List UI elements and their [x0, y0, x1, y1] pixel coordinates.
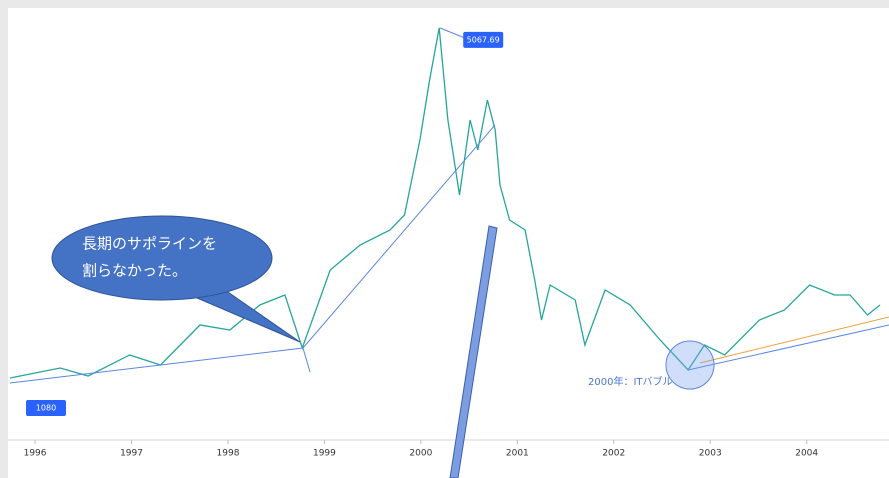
plot	[9, 27, 881, 379]
callout: 長期のサポラインを 割らなかった。	[51, 215, 301, 343]
x-tick-label: 2002	[602, 449, 625, 459]
support-line	[699, 316, 889, 364]
price-label-box	[463, 31, 504, 48]
callout-text: 長期のサポラインを	[82, 235, 217, 253]
price-label: 5067.69	[467, 35, 500, 44]
highlight-circle	[665, 340, 715, 390]
callout-bubble	[51, 215, 273, 301]
x-tick-label: 2000	[409, 449, 432, 459]
x-tick-label: 2001	[506, 449, 529, 459]
label-leader	[302, 347, 311, 373]
price-label: 1080	[36, 404, 56, 413]
arrow-bar	[449, 225, 498, 478]
annotation: 2000年：ITバブル	[588, 375, 673, 388]
x-tick-label: 2004	[795, 449, 818, 459]
price-label-box	[26, 400, 66, 417]
callout-text: 割らなかった。	[82, 262, 187, 280]
x-tick-label: 1996	[24, 449, 47, 459]
x-tick-label: 2003	[699, 449, 722, 459]
x-tick-label: 1998	[217, 449, 240, 459]
support-line	[687, 324, 889, 371]
price-line	[9, 27, 881, 379]
x-tick-label: 1997	[120, 449, 143, 459]
x-tick-label: 1999	[313, 449, 336, 459]
